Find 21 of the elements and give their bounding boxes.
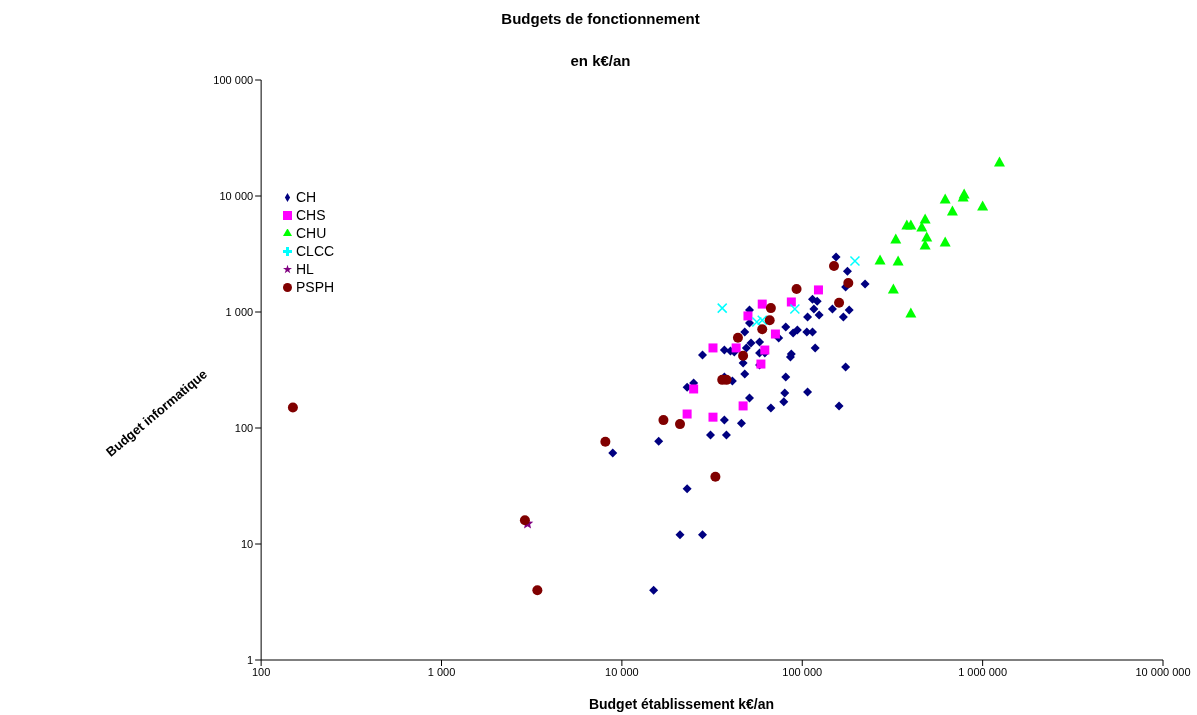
- chart-title: Budgets de fonctionnement: [500, 10, 701, 27]
- legend-label: CH: [296, 189, 317, 205]
- y-tick-label: 10 000: [219, 189, 254, 202]
- x-tick-label: 100 000: [782, 665, 823, 678]
- x-tick-label: 1 000: [427, 665, 456, 678]
- legend-label: CHS: [296, 207, 326, 223]
- y-tick-label: 10: [240, 537, 254, 550]
- x-tick-label: 100: [251, 665, 271, 678]
- legend-label: HL: [296, 261, 314, 277]
- x-axis-title: Budget établissement k€/an: [587, 696, 776, 712]
- legend-label: PSPH: [296, 279, 335, 295]
- chart-subtitle: en k€/an: [569, 52, 632, 69]
- y-tick-label: 1 000: [225, 305, 254, 318]
- x-tick-label: 1 000 000: [958, 665, 1008, 678]
- x-tick-label: 10 000 000: [1135, 665, 1191, 678]
- y-tick-label: 100: [234, 421, 254, 434]
- legend-label: CLCC: [296, 243, 335, 259]
- y-tick-label: 1: [247, 653, 254, 666]
- x-tick-label: 10 000: [605, 665, 639, 678]
- legend-label: CHU: [296, 225, 327, 241]
- y-tick-label: 100 000: [213, 73, 254, 86]
